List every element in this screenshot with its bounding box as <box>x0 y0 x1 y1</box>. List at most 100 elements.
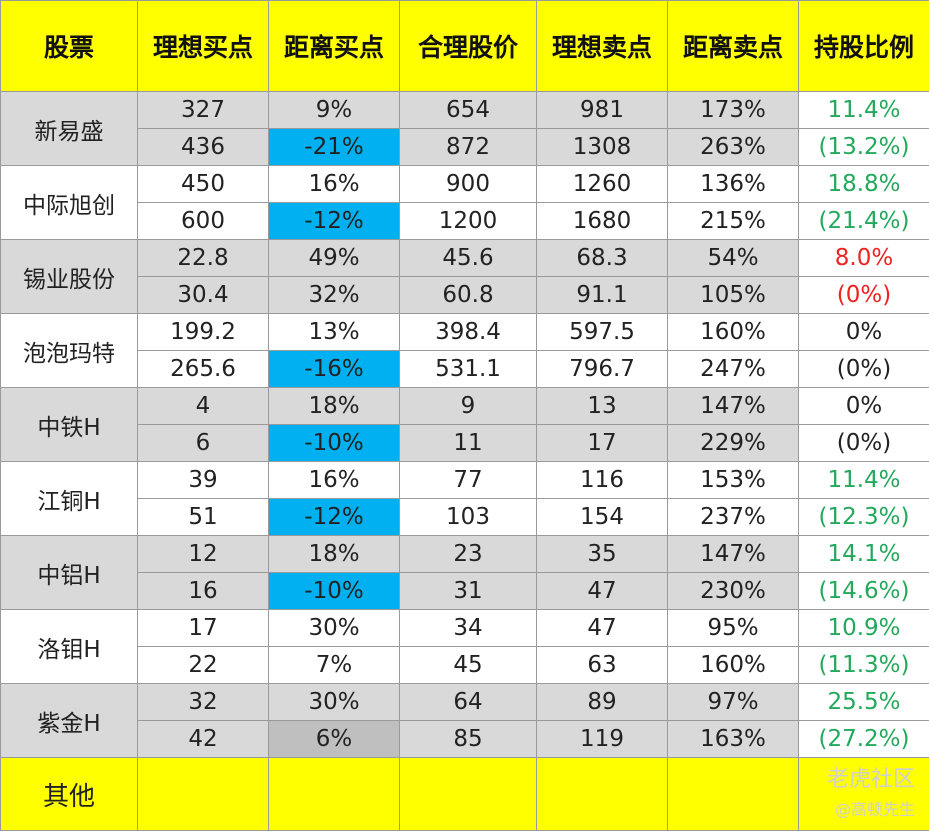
cell-fair-price: 1200 <box>399 202 537 240</box>
cell-holding-ratio: 18.8% <box>798 165 929 203</box>
cell-distance-buy: -16% <box>268 350 400 388</box>
cell-holding-ratio: (13.2%) <box>798 128 929 166</box>
cell-holding-ratio: (0%) <box>798 350 929 388</box>
cell-ideal-buy: 42 <box>137 720 269 758</box>
table-row: 30.4 32% 60.8 91.1 105% (0%) <box>1 276 929 314</box>
cell-ideal-buy: 450 <box>137 165 269 203</box>
footer-row: 其他 <box>0 757 929 831</box>
header-fair-price: 合理股价 <box>399 0 537 92</box>
stock-name: 江铜H <box>0 461 138 536</box>
cell-holding-ratio: (21.4%) <box>798 202 929 240</box>
cell-distance-buy: 7% <box>268 646 400 684</box>
cell-holding-ratio: 10.9% <box>798 609 929 647</box>
cell-ideal-sell: 89 <box>536 683 668 721</box>
cell-ideal-sell: 597.5 <box>536 313 668 351</box>
cell-ideal-sell: 63 <box>536 646 668 684</box>
cell-distance-buy: 16% <box>268 165 400 203</box>
cell-distance-buy: 32% <box>268 276 400 314</box>
cell-holding-ratio: 25.5% <box>798 683 929 721</box>
cell-distance-buy: -21% <box>268 128 400 166</box>
stock-name: 中铝H <box>0 535 138 610</box>
cell-distance-sell: 263% <box>667 128 799 166</box>
cell-distance-buy: 49% <box>268 239 400 277</box>
cell-holding-ratio: (27.2%) <box>798 720 929 758</box>
cell-ideal-buy: 16 <box>137 572 269 610</box>
header-ideal-buy: 理想买点 <box>137 0 269 92</box>
cell-holding-ratio: (0%) <box>798 276 929 314</box>
header-stock: 股票 <box>0 0 138 92</box>
cell-holding-ratio: 0% <box>798 387 929 425</box>
cell-ideal-buy: 39 <box>137 461 269 499</box>
footer-cell <box>798 757 929 831</box>
cell-fair-price: 34 <box>399 609 537 647</box>
header-distance-sell: 距离卖点 <box>667 0 799 92</box>
table-row: 新易盛 327 9% 654 981 173% 11.4% <box>0 91 929 166</box>
table-row: 265.6 -16% 531.1 796.7 247% (0%) <box>1 350 929 388</box>
cell-fair-price: 11 <box>399 424 537 462</box>
cell-holding-ratio: 11.4% <box>798 91 929 129</box>
cell-ideal-buy: 436 <box>137 128 269 166</box>
cell-fair-price: 45.6 <box>399 239 537 277</box>
cell-ideal-sell: 981 <box>536 91 668 129</box>
header-ideal-sell: 理想卖点 <box>536 0 668 92</box>
cell-fair-price: 872 <box>399 128 537 166</box>
cell-ideal-sell: 47 <box>536 572 668 610</box>
cell-distance-sell: 147% <box>667 535 799 573</box>
cell-fair-price: 64 <box>399 683 537 721</box>
table-row: 中际旭创 450 16% 900 1260 136% 18.8% <box>0 165 929 240</box>
table-row: 42 6% 85 119 163% (27.2%) <box>1 720 929 758</box>
cell-distance-sell: 237% <box>667 498 799 536</box>
cell-ideal-buy: 4 <box>137 387 269 425</box>
stock-name: 泡泡玛特 <box>0 313 138 388</box>
stock-name: 中铁H <box>0 387 138 462</box>
footer-cell <box>536 757 668 831</box>
table-row: 中铁H 4 18% 9 13 147% 0% <box>0 387 929 462</box>
footer-cell <box>667 757 799 831</box>
cell-distance-sell: 105% <box>667 276 799 314</box>
cell-distance-sell: 95% <box>667 609 799 647</box>
cell-fair-price: 60.8 <box>399 276 537 314</box>
cell-ideal-buy: 12 <box>137 535 269 573</box>
cell-distance-buy: 30% <box>268 683 400 721</box>
cell-distance-buy: 18% <box>268 535 400 573</box>
cell-distance-sell: 215% <box>667 202 799 240</box>
stock-name: 锡业股份 <box>0 239 138 314</box>
cell-holding-ratio: 14.1% <box>798 535 929 573</box>
cell-distance-sell: 147% <box>667 387 799 425</box>
cell-ideal-sell: 154 <box>536 498 668 536</box>
table-row: 洛钼H 17 30% 34 47 95% 10.9% <box>0 609 929 684</box>
table-row: 600 -12% 1200 1680 215% (21.4%) <box>1 202 929 240</box>
cell-ideal-sell: 35 <box>536 535 668 573</box>
stock-name: 紫金H <box>0 683 138 758</box>
header-holding-ratio: 持股比例 <box>798 0 929 92</box>
cell-fair-price: 45 <box>399 646 537 684</box>
cell-ideal-sell: 1308 <box>536 128 668 166</box>
cell-distance-sell: 230% <box>667 572 799 610</box>
cell-holding-ratio: (14.6%) <box>798 572 929 610</box>
cell-distance-sell: 160% <box>667 646 799 684</box>
cell-ideal-buy: 30.4 <box>137 276 269 314</box>
cell-holding-ratio: 0% <box>798 313 929 351</box>
cell-fair-price: 654 <box>399 91 537 129</box>
table-row: 51 -12% 103 154 237% (12.3%) <box>1 498 929 536</box>
table-row: 436 -21% 872 1308 263% (13.2%) <box>1 128 929 166</box>
cell-fair-price: 398.4 <box>399 313 537 351</box>
footer-cell <box>137 757 269 831</box>
cell-distance-buy: 9% <box>268 91 400 129</box>
cell-holding-ratio: 11.4% <box>798 461 929 499</box>
cell-distance-sell: 136% <box>667 165 799 203</box>
footer-cell <box>399 757 537 831</box>
cell-ideal-sell: 91.1 <box>536 276 668 314</box>
cell-ideal-sell: 796.7 <box>536 350 668 388</box>
cell-fair-price: 531.1 <box>399 350 537 388</box>
cell-holding-ratio: 8.0% <box>798 239 929 277</box>
cell-ideal-buy: 17 <box>137 609 269 647</box>
table-row: 中铝H 12 18% 23 35 147% 14.1% <box>0 535 929 610</box>
table-row: 泡泡玛特 199.2 13% 398.4 597.5 160% 0% <box>0 313 929 388</box>
cell-holding-ratio: (0%) <box>798 424 929 462</box>
stock-name: 中际旭创 <box>0 165 138 240</box>
cell-holding-ratio: (12.3%) <box>798 498 929 536</box>
table-row: 16 -10% 31 47 230% (14.6%) <box>1 572 929 610</box>
cell-distance-sell: 163% <box>667 720 799 758</box>
cell-ideal-buy: 32 <box>137 683 269 721</box>
